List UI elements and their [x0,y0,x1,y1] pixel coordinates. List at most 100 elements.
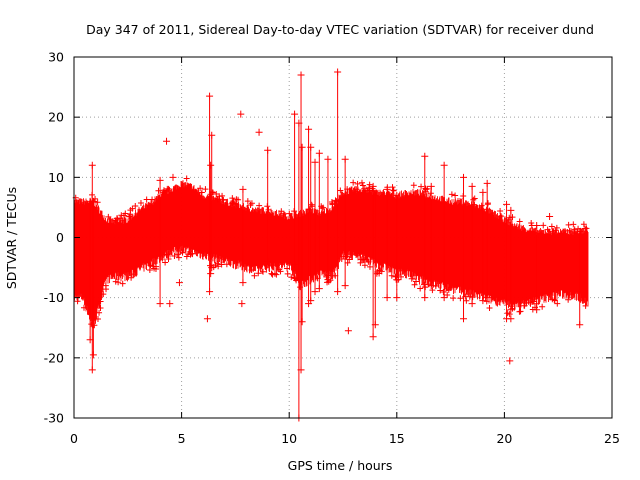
data-point [255,270,262,277]
data-point [118,212,125,219]
data-point [126,213,133,220]
data-point [549,228,556,235]
data-point [361,257,368,264]
data-point [311,158,319,166]
data-point [315,285,323,293]
data-point [421,152,429,160]
data-point [114,215,121,222]
data-point [183,175,190,182]
data-point [440,161,448,169]
data-point [551,297,558,304]
data-point [277,268,284,275]
data-point [470,196,477,203]
data-point [197,185,204,192]
data-point [311,288,319,296]
data-point [237,110,245,118]
y-tick-label: -20 [44,350,64,365]
data-point [239,279,247,287]
data-point [206,288,214,296]
data-point [427,182,435,190]
data-point [338,255,345,262]
data-point [265,206,272,213]
data-point [216,193,223,200]
x-axis-label: GPS time / hours [288,458,393,473]
y-tick-label: -10 [44,290,64,305]
x-tick-label: 5 [178,431,186,446]
data-point [96,309,103,316]
data-point [565,221,572,228]
data-point [566,227,573,234]
data-point [410,182,417,189]
axes: 0 5 10 15 20 25 -30 -20 -10 0 10 20 30 [44,50,620,447]
data-point [163,137,171,145]
data-point [218,261,225,268]
data-point [484,201,491,208]
data-point [94,315,101,322]
data-point [307,297,315,305]
data-point [278,208,285,215]
data-point [291,110,299,118]
data-point [460,315,468,323]
data-point [74,298,81,305]
data-point [334,68,342,76]
data-point [97,298,104,305]
x-tick-label: 10 [281,431,297,446]
data-layer [72,68,590,422]
data-point [445,286,452,293]
data-point [203,315,211,323]
data-point [100,291,107,298]
data-point [421,294,429,302]
data-point [516,218,523,225]
data-point [175,279,183,287]
data-point [149,196,156,203]
data-point [238,300,246,308]
data-point [361,262,368,269]
data-point [297,366,305,374]
data-point [371,321,379,329]
data-point [280,210,287,217]
data-point [358,179,365,186]
data-point [350,179,357,186]
data-point [315,149,323,157]
data-point [450,295,457,302]
data-point [395,272,402,279]
data-point [244,198,251,205]
data-point [306,206,313,213]
data-point [288,274,295,281]
data-point [256,202,263,209]
x-tick-label: 25 [604,431,620,446]
data-point [260,268,267,275]
data-point [390,187,397,194]
data-point [229,195,236,202]
data-point [160,189,167,196]
data-point [498,213,505,220]
data-point [219,196,226,203]
y-axis-label: SDTVAR / TECUs [4,187,19,289]
data-point [565,296,572,303]
data-point [359,182,366,189]
data-point [273,271,280,278]
data-point [548,223,555,230]
data-point [437,287,444,294]
y-tick-label: 10 [48,170,64,185]
data-point [517,308,524,315]
data-point [408,275,415,282]
data-point [105,213,112,220]
data-point [88,161,96,169]
data-point [576,227,584,235]
data-point [413,278,420,285]
data-point [88,366,96,374]
data-point [393,294,401,302]
data-point [570,221,577,228]
data-point [202,186,209,193]
data-point [305,125,313,133]
data-point [207,161,215,169]
data-point [329,201,336,208]
data-point [417,285,424,292]
data-point [171,253,178,260]
data-point [411,281,418,288]
x-tick-label: 20 [496,431,512,446]
data-point [119,280,126,287]
data-point [376,267,383,274]
